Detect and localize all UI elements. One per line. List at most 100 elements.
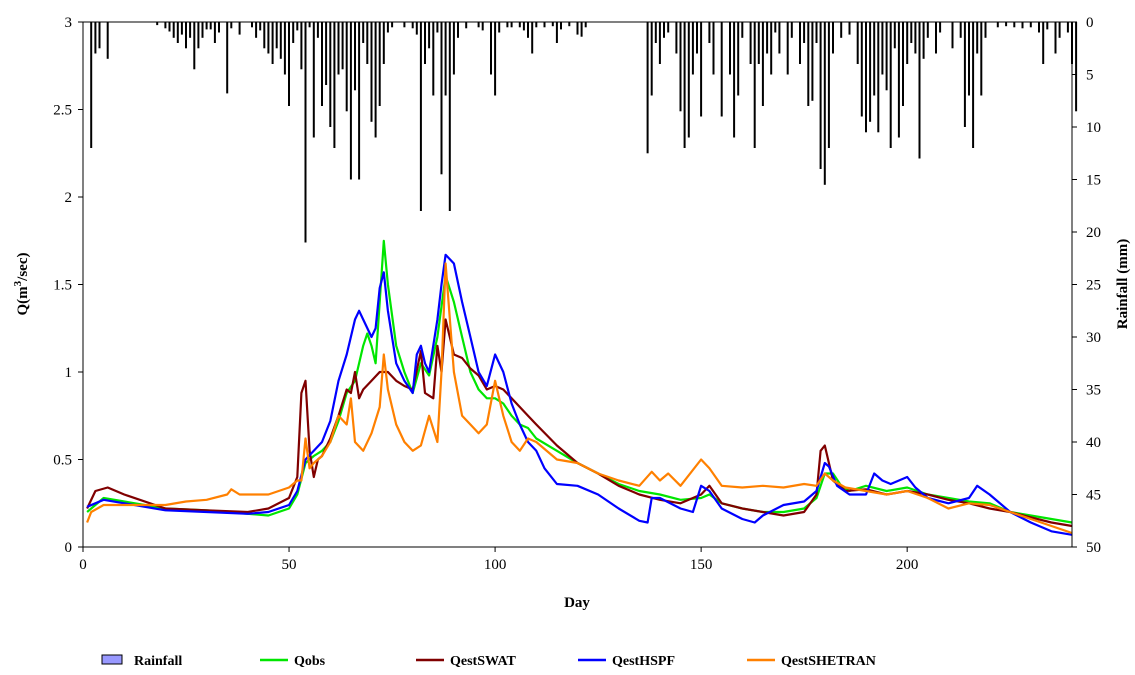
series-line-qobs [86,239,1073,524]
rainfall-bar [881,22,884,75]
y-left-tick-label: 1.5 [53,278,72,294]
y-left-tick-label: 1 [65,365,73,381]
x-tick-label: 150 [690,557,713,573]
rainfall-bar [510,22,513,28]
rainfall-bar [494,22,497,96]
rainfall-bar [753,22,756,148]
rainfall-bar [658,22,661,64]
rainfall-bar [646,22,649,154]
rainfall-bar [939,22,942,33]
rainfall-bar [518,22,521,28]
rainfall-bar [193,22,196,70]
rainfall-bar [321,22,323,106]
series-line-qestshetran [86,262,1073,535]
rainfall-bar [271,22,274,64]
rainfall-bar [687,22,690,138]
x-tick-label: 200 [896,557,919,573]
rainfall-bar [1038,22,1040,33]
rainfall-bar [700,22,703,117]
y-left-tick-label: 0.5 [53,453,72,469]
rainfall-bar [560,22,562,30]
rainfall-bar [300,22,303,70]
rainfall-bar [729,22,731,75]
rainfall-bar [205,22,208,30]
rainfall-bar [848,22,851,35]
y-right-tick-label: 25 [1086,278,1101,294]
rainfall-bar [922,22,925,59]
rainfall-bar [856,22,859,64]
rainfall-bar [329,22,332,127]
rainfall-bar [827,22,830,148]
y-right-tick-label: 15 [1086,173,1101,189]
rainfall-bar [263,22,266,49]
rainfall-bar [543,22,546,28]
rainfall-bar [424,22,426,64]
x-tick-label: 50 [282,557,297,573]
rainfall-bar [354,22,356,91]
rainfall-bar [786,22,789,75]
rainfall-bar [918,22,921,159]
rainfall-bar [94,22,97,54]
rainfall-bar [860,22,863,117]
rainfall-bar [185,22,187,49]
rainfall-bar [683,22,686,148]
rainfall-bar [176,22,179,43]
rainfall-bars [90,22,1078,243]
rainfall-bar [201,22,204,38]
rainfall-bar [490,22,492,75]
rainfall-bar [444,22,447,96]
legend-item-qestshetran: QestSHETRAN [747,654,876,669]
rainfall-bar [980,22,983,96]
legend-item-rainfall: Rainfall [101,654,182,669]
rainfall-bar [1058,22,1061,38]
rainfall-bar [527,22,529,38]
rainfall-bar [432,22,435,96]
rainfall-bar [374,22,377,138]
rainfall-bar [774,22,777,33]
rainfall-bar [873,22,876,96]
y-right-tick-label: 5 [1086,68,1094,84]
rainfall-bar [663,22,665,38]
rainfall-bar [391,22,394,28]
y-left-tick-label: 3 [65,15,73,31]
rainfall-bar [498,22,501,33]
rainfall-bar [976,22,979,54]
legend-label: QestHSPF [612,654,675,669]
legend-swatch [101,654,123,665]
rainfall-bar [1075,22,1078,112]
rainfall-bar [168,22,171,32]
rainfall-bar [209,22,212,30]
y-left-tick-label: 2.5 [53,103,72,119]
rainfall-bar [452,22,455,75]
rainfall-bar [910,22,913,43]
rainfall-bar [815,22,818,43]
rainfall-bar [1013,22,1016,28]
rainfall-bar [279,22,282,59]
rainfall-bar [951,22,954,49]
rainfall-bar [1042,22,1045,64]
rainfall-bar [506,22,509,28]
rainfall-bar [292,22,295,43]
y-right-tick-label: 0 [1086,15,1094,31]
rainfall-bar [1066,22,1069,33]
rainfall-bar [959,22,962,38]
rainfall-bar [349,22,352,180]
rainfall-bar [996,22,999,28]
legend-item-qestswat: QestSWAT [416,654,517,669]
rainfall-bar [712,22,715,75]
rainfall-bar [741,22,744,38]
rainfall-bar [1054,22,1057,54]
rainfall-bar [411,22,414,29]
rainfall-bar [238,22,241,35]
rainfall-bar [778,22,781,54]
rainfall-bar [457,22,459,38]
rainfall-bar [568,22,571,27]
rainfall-bar [679,22,682,112]
legend-label: QestSWAT [450,654,517,669]
rainfall-bar [790,22,793,38]
rainfall-bar [650,22,653,96]
y-right-tick-label: 30 [1086,330,1101,346]
flow-lines [86,239,1073,536]
rainfall-bar [580,22,583,37]
x-tick-label: 0 [79,557,87,573]
